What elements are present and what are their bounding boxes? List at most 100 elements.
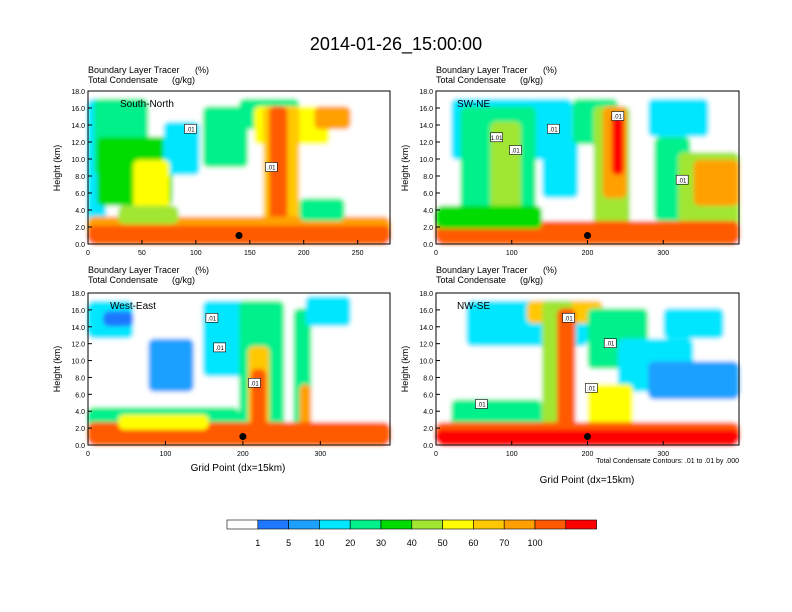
y-tick-label: 8.0 — [423, 375, 433, 382]
x-tick-label: 200 — [582, 451, 594, 458]
x-tick-label: 50 — [138, 250, 146, 257]
panel-sw-ne: Boundary Layer Tracer (%) Total Condensa… — [400, 65, 740, 257]
y-tick-label: 10.0 — [71, 359, 85, 366]
x-tick-label: 100 — [506, 250, 518, 257]
colorbar-swatch — [319, 519, 351, 530]
y-tick-label: 16.0 — [419, 106, 433, 113]
panel-label: SW-NE — [457, 99, 490, 110]
tracer-region — [648, 361, 739, 400]
tracer-region — [693, 159, 739, 206]
colorbar-label: 5 — [286, 538, 291, 548]
contour-label-box — [490, 132, 503, 143]
contour-label-box — [205, 313, 219, 323]
x-tick-label: 100 — [506, 451, 518, 458]
contour-label: .01 — [614, 115, 623, 121]
colorbar-label: 30 — [376, 538, 386, 548]
colorbar-swatch — [565, 519, 597, 530]
header-condensate-label: Total Condensate — [436, 75, 506, 85]
y-axis-label: Height (km) — [52, 145, 62, 192]
contour-label: .01 — [587, 386, 596, 392]
panel-nw-se: Boundary Layer Tracer (%) Total Condensa… — [400, 265, 740, 486]
tracer-region — [648, 98, 709, 137]
y-tick-label: 16.0 — [71, 308, 85, 315]
x-tick-label: 300 — [657, 451, 669, 458]
contour-label-box — [213, 342, 226, 353]
header-tracer-unit: (%) — [195, 265, 209, 275]
colorbar-swatch — [288, 519, 320, 530]
y-tick-label: 10.0 — [419, 157, 433, 164]
contour-label: .01 — [267, 166, 276, 172]
y-tick-label: 14.0 — [71, 325, 85, 332]
header-tracer-unit: (%) — [543, 265, 557, 275]
x-axis-label: Grid Point (dx=15km) — [191, 463, 286, 474]
tracer-region — [103, 311, 134, 327]
colorbar-swatch — [442, 519, 474, 530]
x-tick-label: 100 — [190, 250, 202, 257]
y-tick-label: 16.0 — [419, 308, 433, 315]
site-marker — [239, 433, 247, 441]
y-tick-label: 14.0 — [419, 325, 433, 332]
x-tick-label: 200 — [582, 250, 594, 257]
panel-south-north: Boundary Layer Tracer (%) Total Condensa… — [52, 65, 391, 257]
y-tick-label: 14.0 — [419, 123, 433, 130]
figure-title: 2014-01-26_15:00:00 — [310, 34, 482, 55]
contour-label: .01 — [215, 346, 224, 352]
y-tick-label: 12.0 — [71, 140, 85, 147]
tracer-region — [557, 308, 576, 438]
y-tick-label: 4.0 — [423, 409, 433, 416]
colorbar-label: 50 — [438, 538, 448, 548]
tracer-region — [202, 106, 249, 168]
contour-label-box — [265, 162, 278, 172]
header-condensate-label: Total Condensate — [88, 275, 158, 285]
y-axis-label: Height (km) — [52, 346, 62, 393]
x-tick-label: 0 — [434, 451, 438, 458]
colorbar: 1 5 10 20 30 40 50 60 70 100 — [226, 519, 597, 548]
header-condensate-label: Total Condensate — [88, 75, 158, 85]
tracer-region — [436, 205, 543, 229]
colorbar-label: 100 — [527, 538, 542, 548]
contour-label: .01 — [186, 127, 195, 133]
y-axis-label: Height (km) — [400, 145, 410, 192]
site-marker — [584, 433, 591, 441]
tracer-region — [542, 136, 579, 199]
contour-footnote: Total Condensate Contours: .01 to .01 by… — [596, 458, 739, 465]
tracer-region — [148, 338, 194, 392]
colorbar-label: 20 — [345, 538, 355, 548]
y-tick-label: 4.0 — [423, 208, 433, 215]
tracer-region — [163, 121, 200, 176]
tracer-field — [436, 91, 739, 244]
site-marker — [235, 232, 243, 239]
contour-label-box — [184, 123, 197, 134]
y-tick-label: 12.0 — [419, 140, 433, 147]
x-tick-label: 300 — [314, 451, 326, 458]
contour-label-box — [248, 378, 261, 388]
y-tick-label: 12.0 — [71, 342, 85, 349]
colorbar-swatch — [380, 519, 413, 530]
colorbar-swatch — [473, 519, 505, 530]
x-tick-label: 300 — [657, 250, 669, 257]
contour-label: .01 — [511, 149, 520, 155]
contour-label: 1.01 — [491, 136, 503, 142]
colorbar-label: 60 — [468, 538, 478, 548]
contour-label-box — [675, 174, 689, 185]
contour-label-box — [475, 399, 488, 409]
colorbar-label: 10 — [314, 538, 324, 548]
y-tick-label: 0.0 — [75, 242, 85, 249]
header-tracer-label: Boundary Layer Tracer — [88, 65, 180, 75]
tracer-region — [314, 106, 351, 130]
tracer-region — [611, 113, 624, 176]
contour-label: .01 — [678, 178, 687, 184]
y-tick-label: 18.0 — [71, 89, 85, 96]
y-tick-label: 6.0 — [75, 392, 85, 399]
header-condensate-unit: (g/kg) — [520, 275, 543, 285]
tracer-region — [663, 308, 724, 339]
x-tick-label: 0 — [86, 451, 90, 458]
y-tick-label: 10.0 — [71, 157, 85, 164]
colorbar-swatch — [349, 519, 382, 530]
x-tick-label: 100 — [160, 451, 172, 458]
header-tracer-unit: (%) — [543, 65, 557, 75]
header-condensate-unit: (g/kg) — [520, 75, 543, 85]
contour-label: .01 — [564, 316, 573, 322]
y-tick-label: 2.0 — [75, 225, 85, 232]
